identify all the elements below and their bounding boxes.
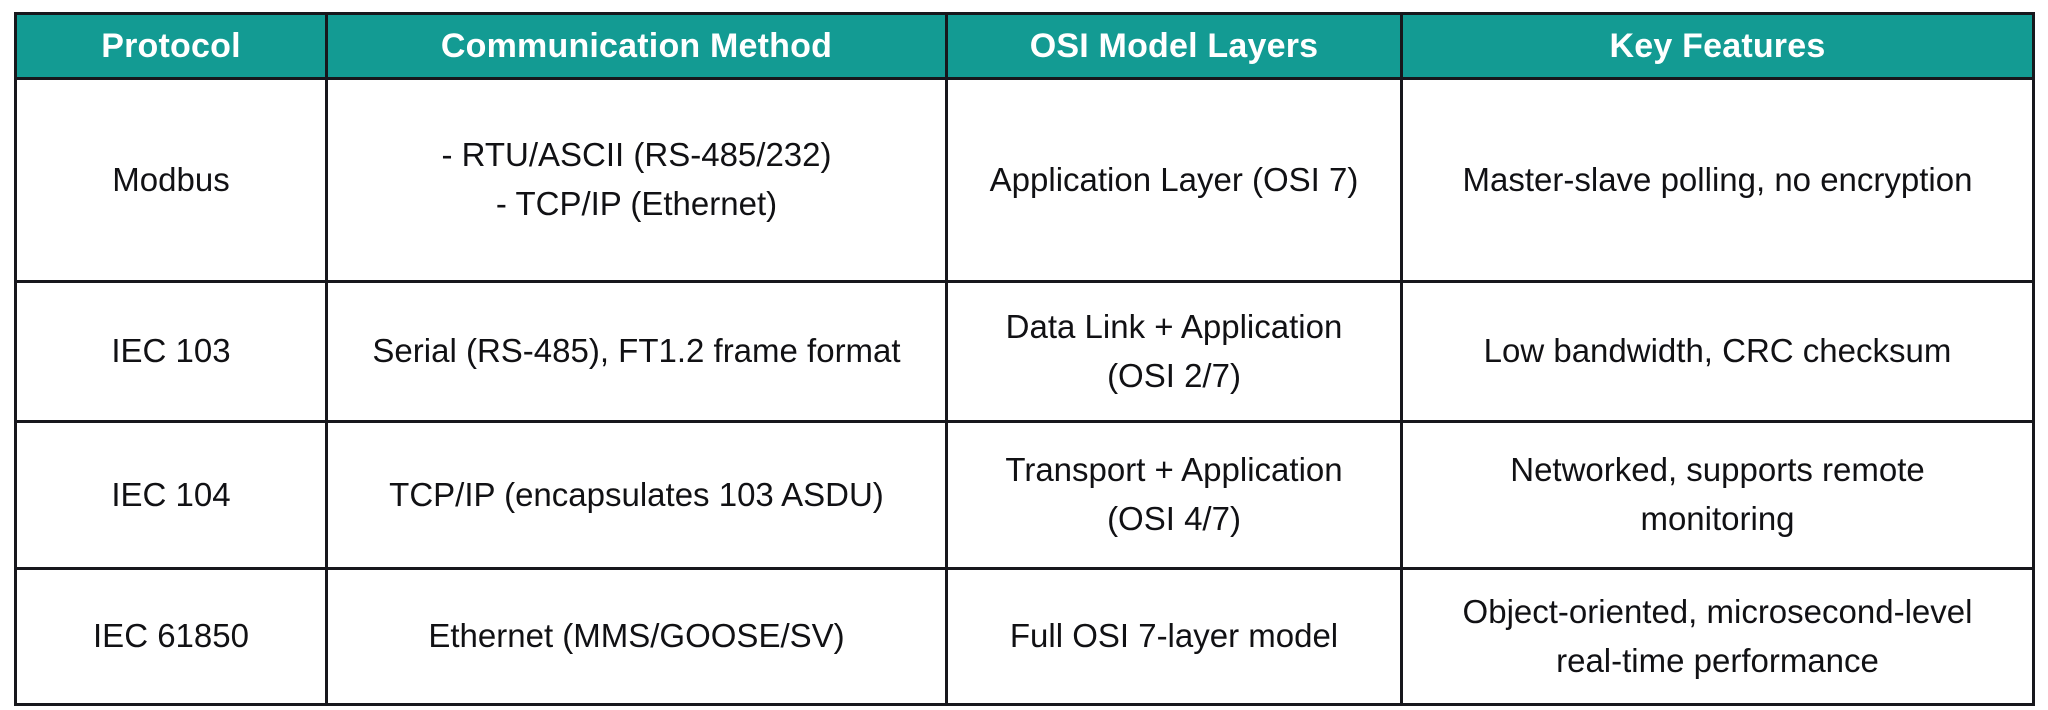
protocol-table-container: Protocol Communication Method OSI Model … xyxy=(14,12,2035,706)
cell-line-1: Application Layer (OSI 7) xyxy=(989,160,1359,198)
cell-protocol: IEC 103 xyxy=(14,280,328,423)
cell-line-1: Serial (RS-485), FT1.2 frame format xyxy=(372,332,901,370)
protocol-comparison-table: Protocol Communication Method OSI Model … xyxy=(14,12,2035,706)
cell-osi-model-layers: Full OSI 7-layer model xyxy=(945,567,1403,706)
cell-line-2: (OSI 2/7) xyxy=(1107,356,1241,394)
cell-protocol: IEC 104 xyxy=(14,420,328,570)
cell-line-1: TCP/IP (encapsulates 103 ASDU) xyxy=(389,475,884,513)
cell-osi-model-layers: Application Layer (OSI 7) xyxy=(945,77,1403,283)
cell-line-1: Ethernet (MMS/GOOSE/SV) xyxy=(428,617,845,655)
cell-key-features: Object-oriented, microsecond-level real-… xyxy=(1400,567,2035,706)
cell-key-features: Low bandwidth, CRC checksum xyxy=(1400,280,2035,423)
cell-line-1: - RTU/ASCII (RS-485/232) xyxy=(441,136,832,174)
cell-communication-method: - RTU/ASCII (RS-485/232) - TCP/IP (Ether… xyxy=(325,77,948,283)
cell-key-features: Master-slave polling, no encryption xyxy=(1400,77,2035,283)
cell-protocol: IEC 61850 xyxy=(14,567,328,706)
cell-line-1: Master-slave polling, no encryption xyxy=(1462,160,1973,198)
table-header: Protocol Communication Method OSI Model … xyxy=(14,12,2035,80)
cell-line-1: Networked, supports remote xyxy=(1510,451,1925,489)
cell-line-1: Object-oriented, microsecond-level xyxy=(1462,592,1973,630)
table-row: Modbus - RTU/ASCII (RS-485/232) - TCP/IP… xyxy=(14,77,2035,283)
table-row: IEC 61850 Ethernet (MMS/GOOSE/SV) Full O… xyxy=(14,567,2035,706)
cell-osi-model-layers: Transport + Application (OSI 4/7) xyxy=(945,420,1403,570)
table-row: IEC 103 Serial (RS-485), FT1.2 frame for… xyxy=(14,280,2035,423)
cell-communication-method: TCP/IP (encapsulates 103 ASDU) xyxy=(325,420,948,570)
column-header-protocol: Protocol xyxy=(14,12,328,80)
cell-communication-method: Ethernet (MMS/GOOSE/SV) xyxy=(325,567,948,706)
cell-line-2: monitoring xyxy=(1640,500,1795,537)
cell-line-2: real-time performance xyxy=(1556,641,1879,679)
cell-communication-method: Serial (RS-485), FT1.2 frame format xyxy=(325,280,948,423)
column-header-osi-model-layers: OSI Model Layers xyxy=(945,12,1403,80)
table-header-row: Protocol Communication Method OSI Model … xyxy=(14,12,2035,80)
column-header-key-features: Key Features xyxy=(1400,12,2035,80)
cell-line-1: Transport + Application xyxy=(1005,451,1343,489)
cell-line-1: Data Link + Application xyxy=(1005,307,1343,345)
cell-line-1: Full OSI 7-layer model xyxy=(1009,617,1339,655)
cell-line-1: Low bandwidth, CRC checksum xyxy=(1483,332,1952,370)
column-header-communication-method: Communication Method xyxy=(325,12,948,80)
cell-key-features: Networked, supports remote monitoring xyxy=(1400,420,2035,570)
cell-protocol: Modbus xyxy=(14,77,328,283)
cell-line-2: - TCP/IP (Ethernet) xyxy=(495,185,778,222)
table-row: IEC 104 TCP/IP (encapsulates 103 ASDU) T… xyxy=(14,420,2035,570)
cell-line-2: (OSI 4/7) xyxy=(1107,500,1241,537)
table-body: Modbus - RTU/ASCII (RS-485/232) - TCP/IP… xyxy=(14,77,2035,706)
cell-osi-model-layers: Data Link + Application (OSI 2/7) xyxy=(945,280,1403,423)
